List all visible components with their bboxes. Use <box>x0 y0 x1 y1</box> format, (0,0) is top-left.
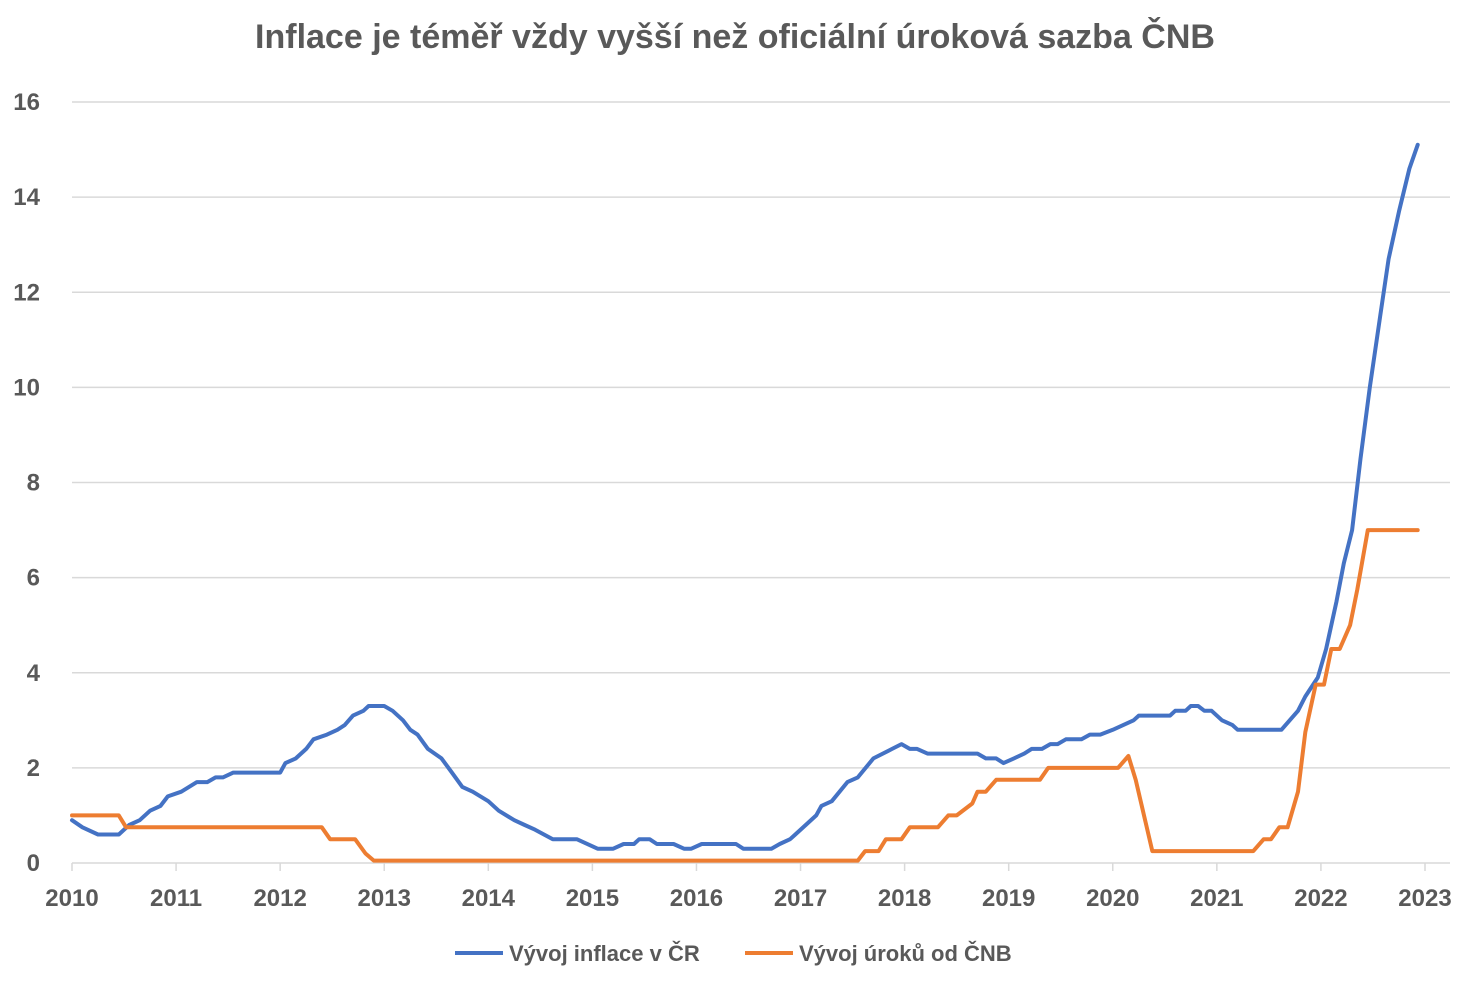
y-tick-label: 6 <box>27 565 40 592</box>
x-tick-label: 2013 <box>358 885 411 912</box>
x-tick-label: 2021 <box>1190 885 1243 912</box>
y-tick-label: 14 <box>13 184 40 211</box>
y-tick-label: 4 <box>27 660 41 687</box>
legend-label-1: Vývoj inflace v ČR <box>509 941 700 966</box>
gridlines <box>72 101 1450 769</box>
x-tick-label: 2022 <box>1294 885 1347 912</box>
x-tick-label: 2011 <box>150 885 202 912</box>
x-tick-label: 2015 <box>566 885 619 912</box>
x-tick-label: 2017 <box>774 885 827 912</box>
x-tick-label: 2012 <box>253 885 306 912</box>
axes: 0 2 4 6 8 10 12 14 16 2010 2011 2012 2013 2014 2015 201… <box>13 89 1451 912</box>
legend-label-2: Vývoj úroků od ČNB <box>799 941 1012 966</box>
y-tick-label: 16 <box>13 89 40 116</box>
series-lines <box>70 142 1420 863</box>
y-tick-label: 12 <box>13 279 40 306</box>
y-tick-label: 10 <box>13 374 40 401</box>
y-tick-label: 2 <box>27 755 40 782</box>
y-tick-label: 8 <box>27 470 40 497</box>
x-tick-label: 2016 <box>670 885 723 912</box>
x-tick-label: 2020 <box>1086 885 1139 912</box>
x-tick-label: 2014 <box>462 885 516 912</box>
chart-title: Inflace je téměř vždy vyšší než oficiáln… <box>255 18 1215 56</box>
x-tick-label: 2018 <box>878 885 931 912</box>
x-tick-label: 2010 <box>45 885 98 912</box>
legend: Vývoj inflace v ČR Vývoj úroků od ČNB <box>455 941 1012 966</box>
x-tick-label: 2023 <box>1398 885 1451 912</box>
x-tick-label: 2019 <box>982 885 1035 912</box>
series-line-2 <box>70 528 1420 863</box>
y-tick-label: 0 <box>27 850 40 877</box>
series-line-1 <box>70 142 1420 851</box>
